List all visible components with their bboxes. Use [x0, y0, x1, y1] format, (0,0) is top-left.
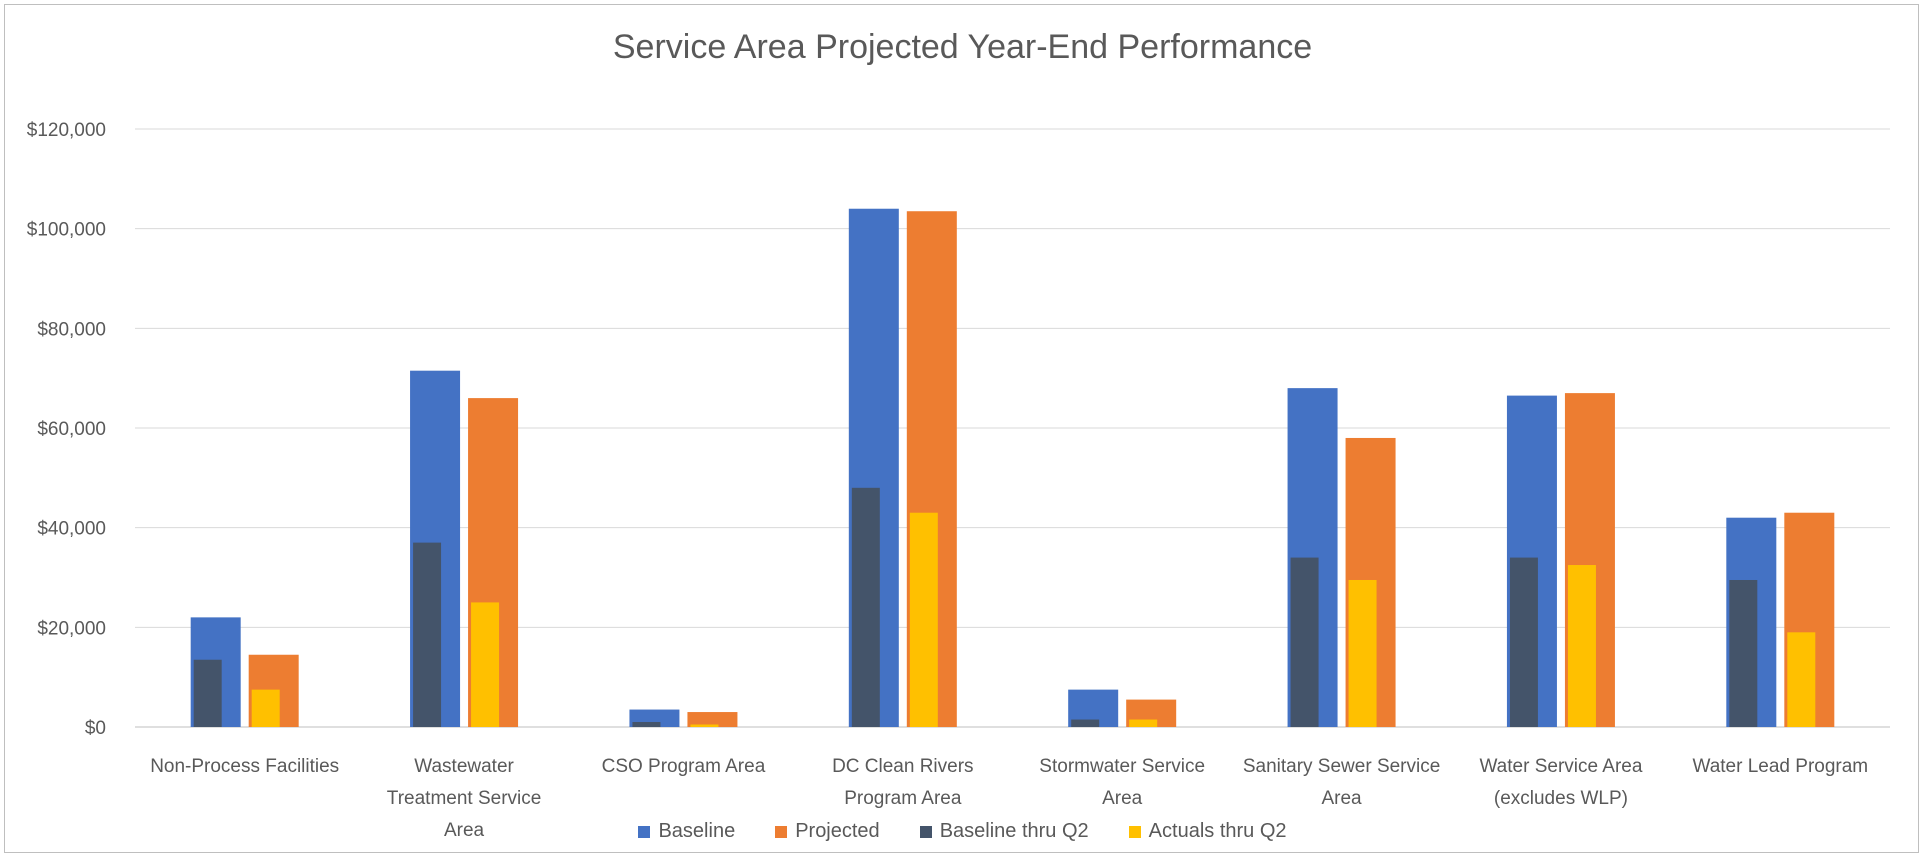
- bar-baseline-thru-q2: [1729, 579, 1758, 727]
- bar-baseline-thru-q2: [632, 722, 661, 727]
- y-tick-label: $120,000: [27, 120, 106, 141]
- legend-item-baseline-q2: Baseline thru Q2: [919, 820, 1089, 843]
- bar-actuals-thru-q2: [690, 724, 719, 727]
- bar-baseline-thru-q2: [1509, 557, 1538, 727]
- legend-item-projected: Projected: [775, 820, 880, 843]
- y-tick-label: $80,000: [37, 319, 106, 340]
- legend-item-baseline: Baseline: [638, 820, 735, 843]
- bar-actuals-thru-q2: [1348, 579, 1377, 727]
- bar-baseline-thru-q2: [1071, 719, 1100, 727]
- x-category-label: Program Area: [844, 788, 962, 809]
- y-tick-label: $100,000: [27, 220, 106, 241]
- bar-actuals-thru-q2: [1567, 565, 1596, 727]
- x-category-label: (excludes WLP): [1494, 788, 1628, 809]
- legend-swatch-actuals-q2: [1128, 825, 1141, 838]
- x-category-label: Area: [1102, 788, 1143, 809]
- legend-label-projected: Projected: [795, 820, 880, 842]
- x-category-label: DC Clean Rivers: [832, 756, 973, 777]
- bar-baseline-thru-q2: [851, 487, 880, 727]
- bar-baseline-thru-q2: [193, 659, 222, 727]
- legend-swatch-projected: [775, 825, 788, 838]
- legend: Baseline Projected Baseline thru Q2 Actu…: [0, 820, 1925, 843]
- legend-label-baseline-q2: Baseline thru Q2: [939, 820, 1089, 842]
- bar-projected: [687, 712, 738, 727]
- x-category-label: Stormwater Service: [1039, 756, 1205, 777]
- x-category-label: Wastewater: [414, 756, 514, 777]
- y-tick-label: $0: [85, 718, 106, 739]
- bar-baseline-thru-q2: [1290, 557, 1319, 727]
- legend-item-actuals-q2: Actuals thru Q2: [1128, 820, 1287, 843]
- x-category-label: Sanitary Sewer Service: [1243, 756, 1440, 777]
- bar-baseline-thru-q2: [413, 542, 442, 727]
- legend-label-baseline: Baseline: [658, 820, 736, 842]
- y-tick-label: $20,000: [37, 618, 106, 639]
- x-category-label: CSO Program Area: [602, 756, 766, 777]
- y-tick-label: $40,000: [37, 519, 106, 540]
- x-category-label: Treatment Service: [387, 788, 542, 809]
- legend-swatch-baseline: [638, 825, 651, 838]
- x-category-label: Water Lead Program: [1692, 756, 1868, 777]
- bar-actuals-thru-q2: [471, 602, 500, 727]
- chart-title: Service Area Projected Year-End Performa…: [612, 28, 1313, 66]
- y-tick-label: $60,000: [37, 419, 106, 440]
- bar-actuals-thru-q2: [1129, 719, 1158, 727]
- x-category-label: Area: [444, 820, 485, 841]
- legend-swatch-baseline-q2: [919, 825, 932, 838]
- x-category-label: Non-Process Facilities: [150, 756, 339, 777]
- bar-actuals-thru-q2: [909, 512, 938, 727]
- x-category-label: Water Service Area: [1479, 756, 1642, 777]
- legend-label-actuals-q2: Actuals thru Q2: [1148, 820, 1287, 842]
- x-category-label: Area: [1321, 788, 1362, 809]
- bar-actuals-thru-q2: [1787, 632, 1816, 727]
- bar-actuals-thru-q2: [251, 689, 280, 727]
